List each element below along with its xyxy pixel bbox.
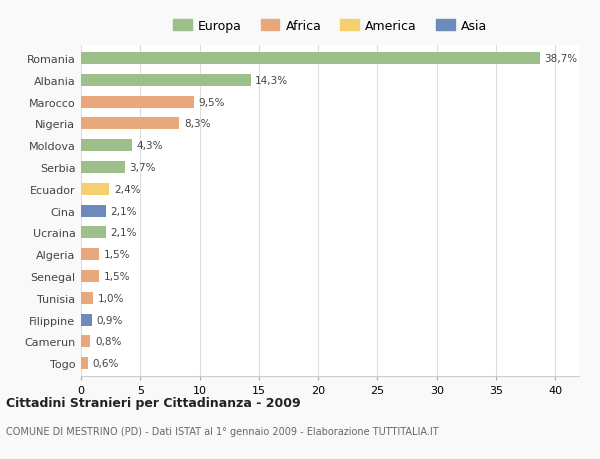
Text: 4,3%: 4,3% <box>137 141 163 151</box>
Text: 8,3%: 8,3% <box>184 119 211 129</box>
Bar <box>81 314 92 326</box>
Text: 1,5%: 1,5% <box>104 250 130 260</box>
Bar <box>81 75 251 87</box>
Text: 38,7%: 38,7% <box>545 54 578 64</box>
Bar <box>81 96 194 108</box>
Text: 9,5%: 9,5% <box>199 97 225 107</box>
Text: 0,8%: 0,8% <box>95 336 122 347</box>
Text: 1,5%: 1,5% <box>104 271 130 281</box>
Bar <box>81 118 179 130</box>
Text: 3,7%: 3,7% <box>130 162 156 173</box>
Bar <box>81 162 125 174</box>
Bar <box>81 205 106 217</box>
Bar <box>81 184 109 196</box>
Bar <box>81 358 88 369</box>
Text: 2,1%: 2,1% <box>110 206 137 216</box>
Text: Cittadini Stranieri per Cittadinanza - 2009: Cittadini Stranieri per Cittadinanza - 2… <box>6 396 301 409</box>
Text: 0,6%: 0,6% <box>93 358 119 368</box>
Text: 2,4%: 2,4% <box>114 185 140 195</box>
Bar <box>81 336 91 347</box>
Bar <box>81 140 132 152</box>
Bar <box>81 249 99 261</box>
Bar <box>81 53 540 65</box>
Bar <box>81 292 93 304</box>
Text: 14,3%: 14,3% <box>256 76 289 86</box>
Bar <box>81 227 106 239</box>
Text: 2,1%: 2,1% <box>110 228 137 238</box>
Legend: Europa, Africa, America, Asia: Europa, Africa, America, Asia <box>173 20 487 33</box>
Text: COMUNE DI MESTRINO (PD) - Dati ISTAT al 1° gennaio 2009 - Elaborazione TUTTITALI: COMUNE DI MESTRINO (PD) - Dati ISTAT al … <box>6 426 439 436</box>
Bar <box>81 270 99 282</box>
Text: 0,9%: 0,9% <box>97 315 123 325</box>
Text: 1,0%: 1,0% <box>98 293 124 303</box>
